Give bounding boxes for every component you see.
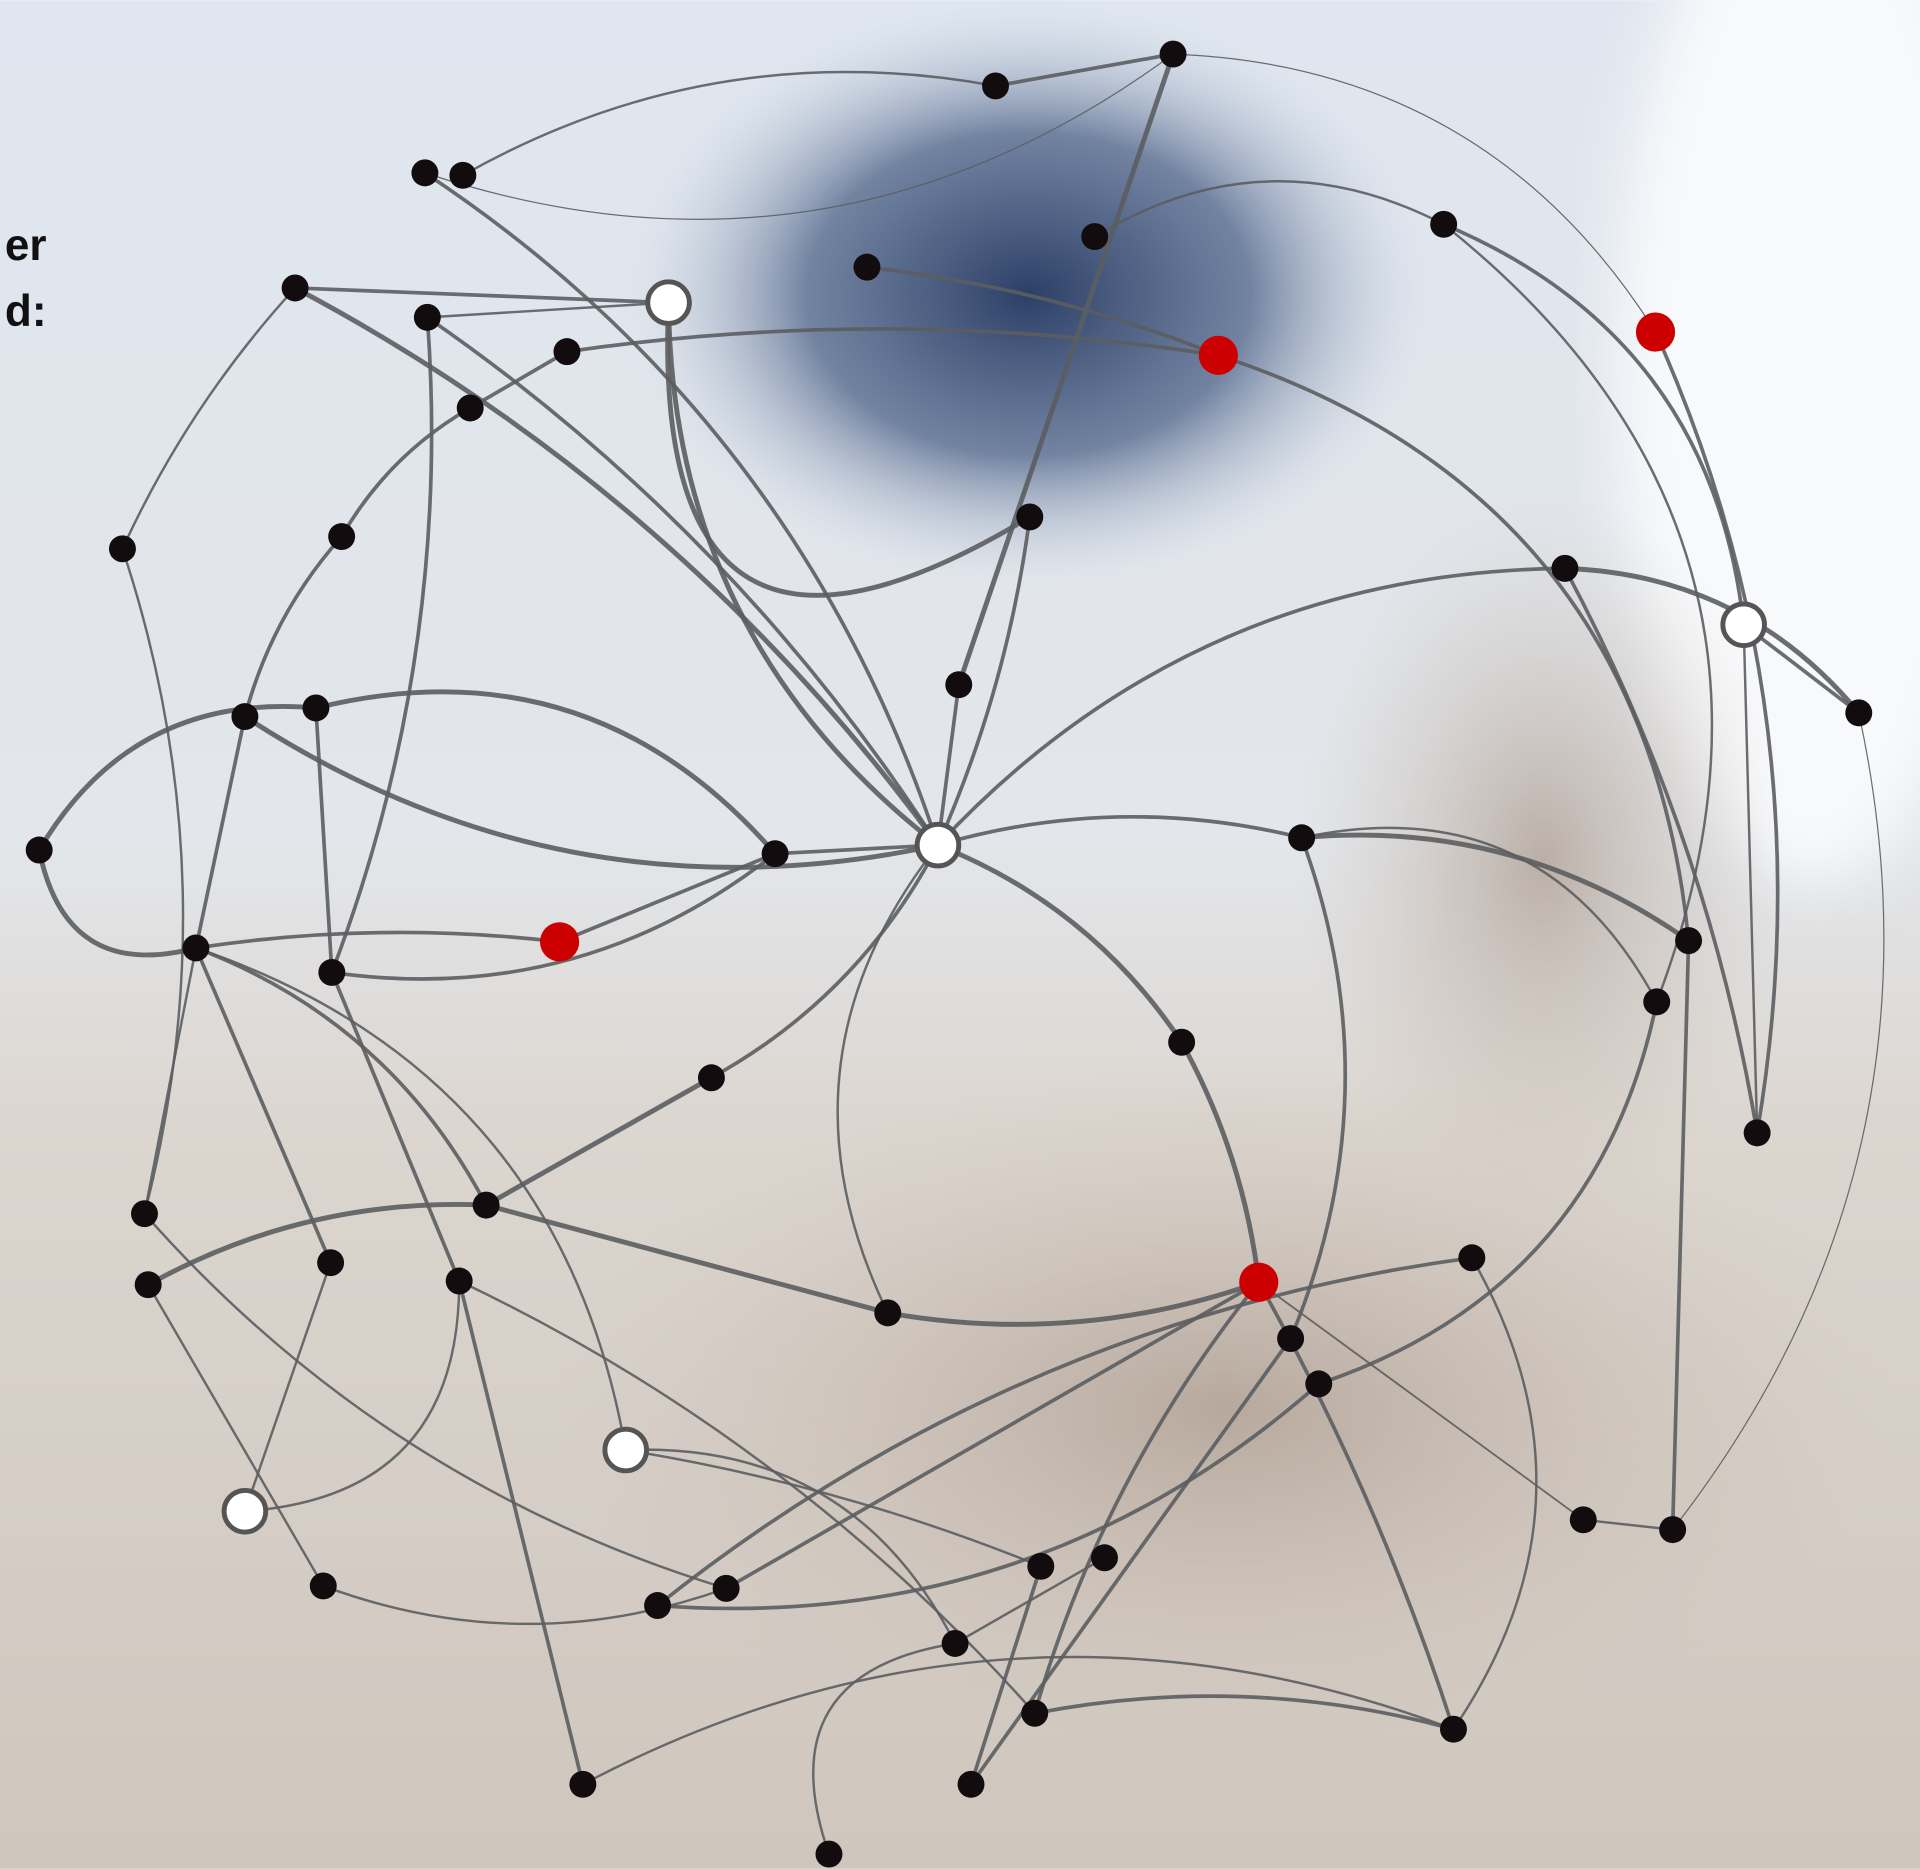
node[interactable] [446, 1268, 473, 1295]
node[interactable] [302, 695, 329, 722]
node[interactable] [131, 1200, 158, 1227]
node[interactable] [317, 1249, 344, 1276]
node[interactable] [1081, 223, 1108, 250]
node[interactable] [26, 837, 53, 864]
node[interactable] [958, 1771, 985, 1798]
node[interactable] [1744, 1119, 1771, 1146]
node[interactable] [1305, 1370, 1332, 1397]
node-selected[interactable] [1723, 604, 1765, 646]
node[interactable] [853, 254, 880, 281]
node[interactable] [945, 671, 972, 698]
label-text: d: [5, 287, 47, 336]
node[interactable] [1458, 1244, 1485, 1271]
node[interactable] [473, 1192, 500, 1219]
node[interactable] [1160, 41, 1187, 68]
node-highlighted[interactable] [1636, 312, 1675, 351]
node-highlighted[interactable] [1199, 336, 1238, 375]
node[interactable] [1027, 1553, 1054, 1580]
node-selected[interactable] [648, 282, 690, 324]
node[interactable] [310, 1572, 337, 1599]
page: {"text_lines": ["er", "d:"]} er d: (() =… [0, 0, 1920, 1869]
node-highlighted[interactable] [1239, 1263, 1278, 1302]
node[interactable] [698, 1064, 725, 1091]
node[interactable] [762, 840, 789, 867]
node[interactable] [182, 935, 209, 962]
node[interactable] [1570, 1506, 1597, 1533]
game-board: er d: [0, 0, 1920, 1869]
node-highlighted[interactable] [540, 922, 579, 961]
node[interactable] [1168, 1029, 1195, 1056]
node[interactable] [713, 1575, 740, 1602]
label-text: er [5, 221, 47, 270]
node[interactable] [1016, 503, 1043, 530]
node[interactable] [1430, 211, 1457, 238]
node[interactable] [1021, 1700, 1048, 1727]
node[interactable] [231, 703, 258, 730]
node[interactable] [816, 1841, 843, 1868]
node[interactable] [942, 1630, 969, 1657]
node-selected[interactable] [224, 1490, 266, 1532]
node[interactable] [553, 338, 580, 365]
node[interactable] [874, 1299, 901, 1326]
node[interactable] [449, 162, 476, 189]
node[interactable] [982, 72, 1009, 99]
node[interactable] [1675, 927, 1702, 954]
node[interactable] [414, 304, 441, 331]
node[interactable] [1845, 699, 1872, 726]
node[interactable] [411, 159, 438, 186]
node[interactable] [1551, 555, 1578, 582]
node[interactable] [1288, 824, 1315, 851]
node[interactable] [282, 275, 309, 302]
node[interactable] [569, 1771, 596, 1798]
node[interactable] [1659, 1516, 1686, 1543]
node[interactable] [318, 959, 345, 986]
node[interactable] [328, 523, 355, 550]
node[interactable] [1440, 1716, 1467, 1743]
node[interactable] [644, 1592, 671, 1619]
node[interactable] [1643, 988, 1670, 1015]
node[interactable] [109, 535, 136, 562]
node-selected[interactable] [917, 824, 959, 866]
node-selected[interactable] [605, 1429, 647, 1471]
node[interactable] [1277, 1325, 1304, 1352]
node[interactable] [135, 1271, 162, 1298]
node[interactable] [457, 395, 484, 422]
node[interactable] [1091, 1544, 1118, 1571]
background-shade [551, 1066, 1898, 1752]
